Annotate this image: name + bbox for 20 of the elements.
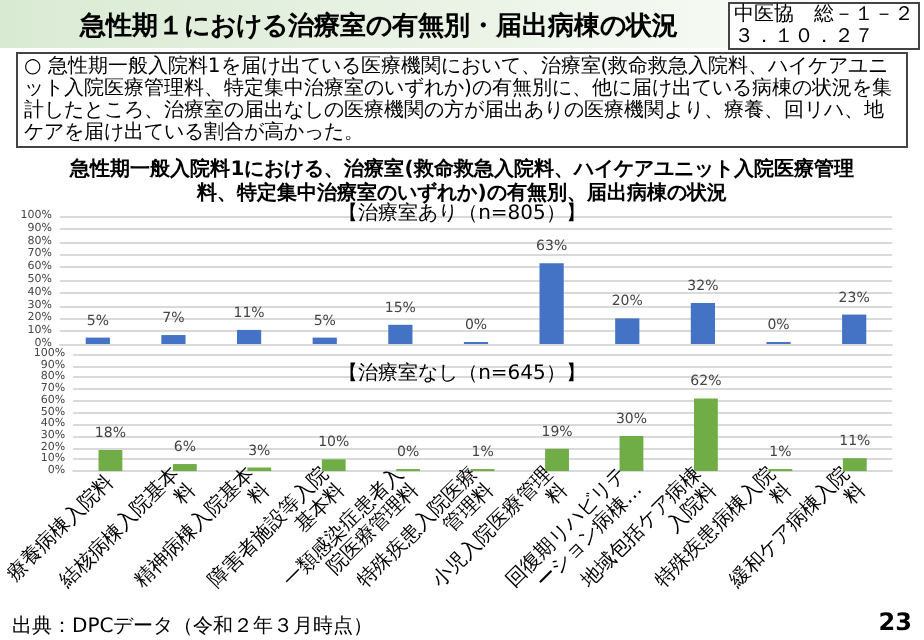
bar	[388, 324, 413, 344]
bar	[236, 329, 262, 344]
text: 23	[878, 608, 912, 636]
bar	[539, 263, 564, 344]
bar	[85, 337, 110, 344]
bar	[690, 303, 716, 344]
chart-subtitle: 【治療室なし（n=645）】	[338, 361, 586, 385]
text: ○ 急性期一般入院料1を届け出ている医療機関において、治療室(救命救急入院料、ハイケアユニット入院医療管理料、特定集中治療室のいずれか)の有無別に、他に届け出ている病棟の状況を集計したところ、治療室の届出なしの医療機関の方が届出ありの医療機関より、療養、回リハ、地ケアを届け出ている割合が高かった。	[16, 52, 908, 148]
bar	[615, 318, 640, 344]
chart-subtitle: 【治療室あり（n=805）】	[338, 201, 586, 225]
bar	[161, 335, 186, 344]
text: ３．１０．２７	[734, 26, 876, 48]
bar	[98, 449, 123, 472]
text: 中医協 総－１－２	[734, 4, 914, 26]
bar	[842, 314, 867, 344]
bar	[619, 435, 644, 472]
chart-title: 急性期一般入院料1における、治療室(救命救急入院料、ハイケアユニット入院医療管理料、特定集中治療室のいずれか)の有無別、届出病棟の状況	[68, 157, 854, 205]
source-note: 出典：DPCデータ（令和２年３月時点）	[12, 613, 374, 640]
text: 急性期１における治療室の有無別・届出病棟の状況	[80, 9, 678, 44]
bar	[312, 337, 337, 344]
